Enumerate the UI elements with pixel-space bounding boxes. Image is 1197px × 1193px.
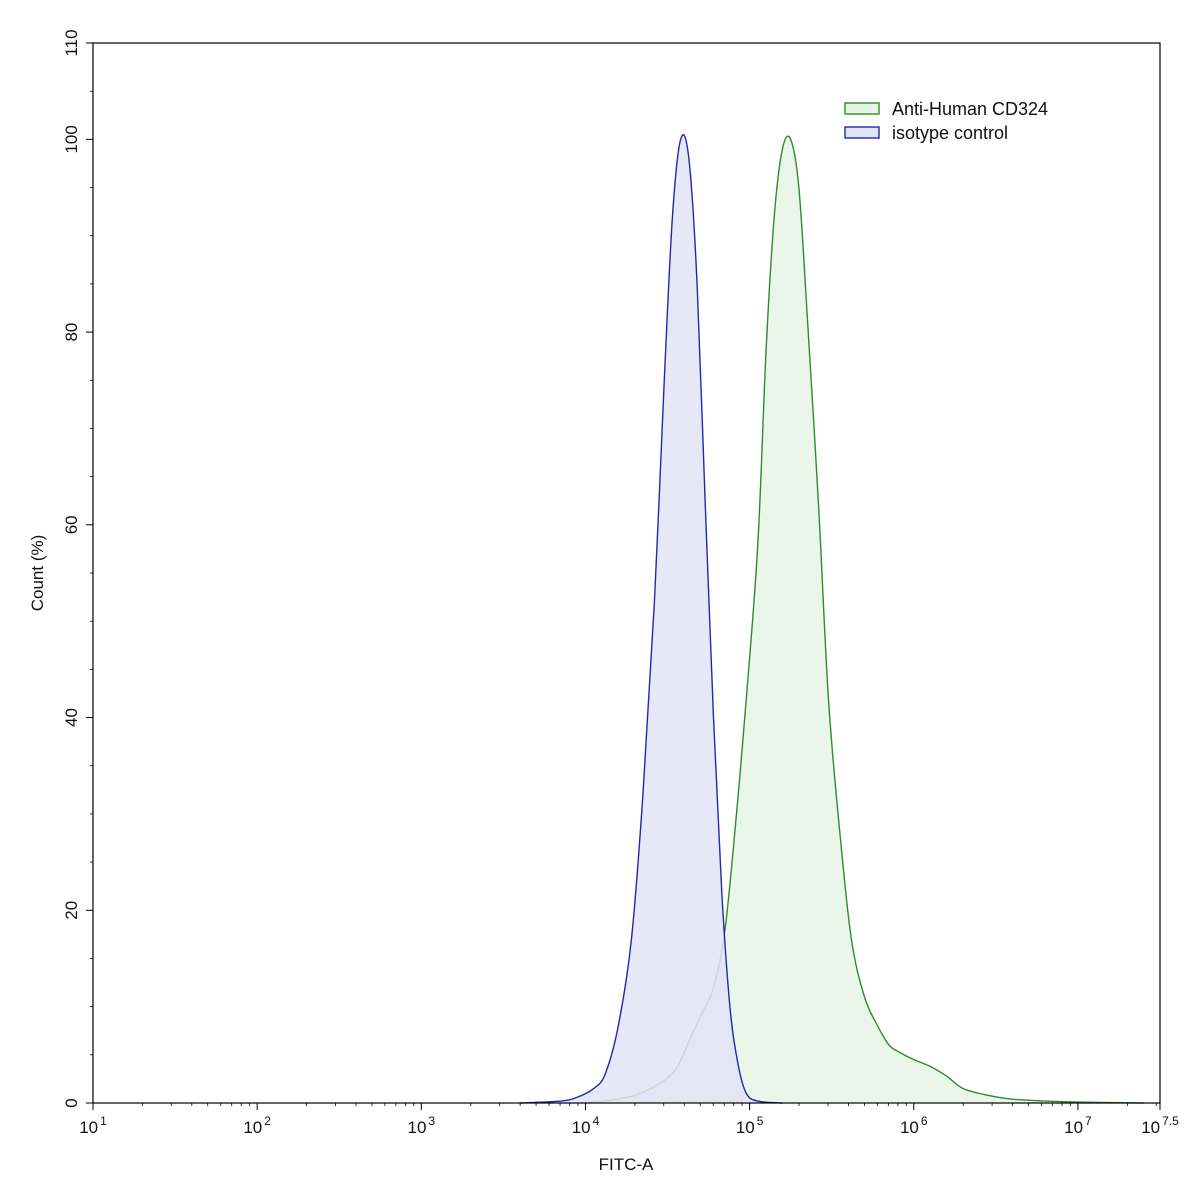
x-tick-base: 10 [900,1118,919,1137]
x-tick-label: 10 5 [736,1114,764,1137]
y-tick-label: 60 [62,515,81,534]
x-tick-base: 10 [736,1118,755,1137]
x-tick-label: 10 4 [572,1114,600,1137]
legend-label-1: Anti-Human CD324 [892,99,1048,119]
x-tick-exponent: 2 [264,1114,271,1128]
x-tick-exponent: 4 [593,1114,600,1128]
x-tick-base: 10 [572,1118,591,1137]
x-tick-base: 10 [79,1118,98,1137]
x-tick-label: 10 1 [79,1114,107,1137]
x-axis-title: FITC-A [599,1155,654,1174]
y-axis: 0 20 40 60 80 100 110 [62,29,93,1108]
x-tick-label: 10 3 [408,1114,436,1137]
x-tick-exponent: 1 [100,1114,107,1128]
x-axis: 10 1 10 2 10 3 10 4 10 5 10 6 10 7 10 7.5 [79,1103,1179,1137]
x-tick-label: 10 7.5 [1141,1114,1179,1137]
y-tick-label: 100 [62,125,81,153]
x-tick-base: 10 [1141,1118,1160,1137]
legend: Anti-Human CD324 isotype control [844,99,1048,143]
x-tick-exponent: 7 [1085,1114,1092,1128]
x-tick-exponent: 6 [921,1114,928,1128]
y-axis-title: Count (%) [28,535,47,612]
x-tick-label: 10 2 [243,1114,271,1137]
x-tick-exponent: 5 [757,1114,764,1128]
legend-swatch-2 [844,126,880,139]
series-line-2 [519,134,783,1104]
plot-frame [92,42,1161,1104]
y-tick-label: 40 [62,708,81,727]
legend-swatch-1 [844,102,880,115]
x-tick-exponent: 7.5 [1162,1114,1179,1128]
x-tick-label: 10 7 [1064,1114,1092,1137]
y-tick-label: 110 [62,29,81,56]
y-tick-label: 20 [62,901,81,920]
x-tick-base: 10 [1064,1118,1083,1137]
y-tick-label: 80 [62,323,81,342]
x-tick-base: 10 [243,1118,262,1137]
x-tick-exponent: 3 [428,1114,435,1128]
series-layer [519,134,1144,1104]
legend-label-2: isotype control [892,123,1008,143]
series-area-2 [519,134,783,1103]
x-tick-base: 10 [408,1118,427,1137]
x-tick-label: 10 6 [900,1114,928,1137]
y-tick-label: 0 [62,1098,81,1107]
